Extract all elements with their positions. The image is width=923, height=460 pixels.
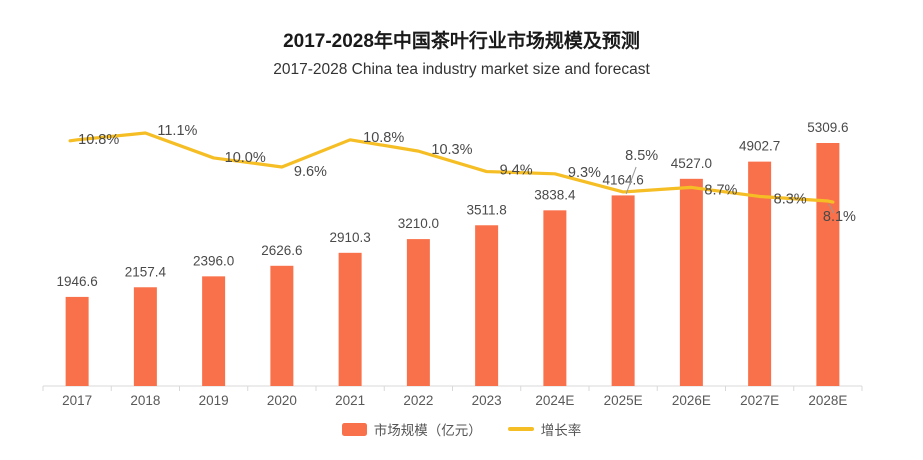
x-axis-label-2024E: 2024E <box>535 393 574 408</box>
x-axis-label-2018: 2018 <box>130 393 160 408</box>
bar-value-label: 3838.4 <box>534 187 576 202</box>
bar-value-label: 3511.8 <box>466 202 506 217</box>
bar-value-label: 2396.0 <box>193 253 234 268</box>
bar-2019[interactable] <box>202 276 226 386</box>
x-axis-label-2028E: 2028E <box>808 393 847 408</box>
growth-rate-label: 10.8% <box>78 132 119 148</box>
bar-2021[interactable] <box>338 252 362 386</box>
x-axis-label-2017: 2017 <box>62 393 92 408</box>
growth-rate-line[interactable] <box>68 131 835 204</box>
chart-subtitle: 2017-2028 China tea industry market size… <box>273 61 650 78</box>
bar-series-swatch-icon <box>341 422 367 436</box>
bar-2022[interactable] <box>406 239 430 386</box>
label-leader-line <box>625 166 637 195</box>
x-axis-label-2025E: 2025E <box>604 393 643 408</box>
x-axis-label-2019: 2019 <box>199 393 229 408</box>
bar-2023[interactable] <box>475 225 499 386</box>
bar-2027E[interactable] <box>748 161 772 386</box>
bar-value-label: 1946.6 <box>56 274 97 289</box>
x-axis-label-2023: 2023 <box>472 393 502 408</box>
x-axis-label-2021: 2021 <box>335 393 365 408</box>
growth-rate-label: 8.5% <box>625 148 658 164</box>
growth-rate-label: 9.4% <box>500 163 533 179</box>
bar-2024E[interactable] <box>543 210 567 386</box>
x-axis-label-2027E: 2027E <box>740 393 779 408</box>
x-axis-label-2026E: 2026E <box>672 393 711 408</box>
bar-value-label: 2157.4 <box>125 264 167 279</box>
bar-value-label: 4902.7 <box>739 139 780 154</box>
bar-series-label: 市场规模（亿元） <box>373 423 482 438</box>
bar-2028E[interactable] <box>816 143 840 386</box>
bar-2026E[interactable] <box>679 178 703 386</box>
bar-2020[interactable] <box>270 265 294 386</box>
growth-rate-label: 8.1% <box>823 209 856 225</box>
line-series-swatch-icon <box>507 427 534 431</box>
bar-value-label: 4164.6 <box>602 172 643 187</box>
bar-value-label: 2626.6 <box>261 243 302 258</box>
legend: 市场规模（亿元） 增长率 <box>0 419 923 439</box>
legend-item-growth-rate[interactable]: 增长率 <box>507 419 582 439</box>
growth-rate-label: 9.3% <box>568 165 601 181</box>
bar-value-label: 3210.0 <box>398 216 439 231</box>
bar-2017[interactable] <box>65 296 89 386</box>
growth-rate-label: 10.3% <box>431 142 472 158</box>
growth-rate-label: 10.8% <box>363 130 404 146</box>
x-axis-label-2022: 2022 <box>403 393 433 408</box>
growth-rate-label: 11.1% <box>157 123 197 139</box>
bar-2025E[interactable] <box>611 195 635 386</box>
bar-2018[interactable] <box>133 287 157 386</box>
growth-rate-label: 10.0% <box>225 150 266 166</box>
label-leader-line <box>828 203 835 214</box>
growth-rate-label: 8.3% <box>774 191 807 207</box>
bar-value-label: 4527.0 <box>671 156 712 171</box>
bar-value-label: 5309.6 <box>807 120 848 135</box>
line-series-label: 增长率 <box>540 423 582 438</box>
growth-rate-label: 9.6% <box>294 164 327 180</box>
bar-value-label: 2910.3 <box>329 230 370 245</box>
x-axis-label-2020: 2020 <box>267 393 297 408</box>
growth-rate-label: 8.7% <box>704 182 737 198</box>
chart-title: 2017-2028年中国茶叶行业市场规模及预测 <box>283 31 640 52</box>
legend-item-market-size[interactable]: 市场规模（亿元） <box>341 419 482 439</box>
